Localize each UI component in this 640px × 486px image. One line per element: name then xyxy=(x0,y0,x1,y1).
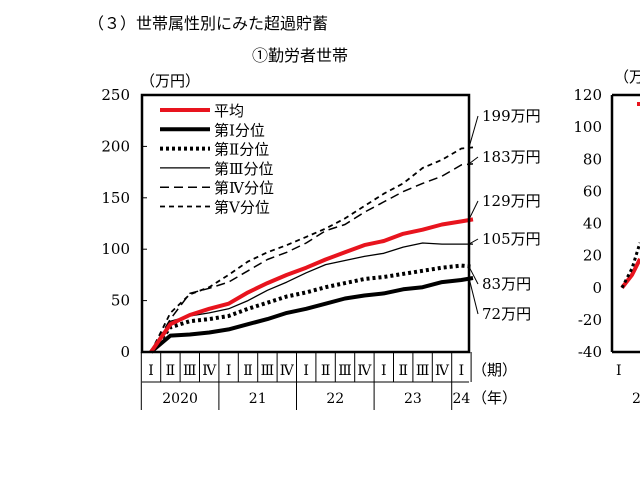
legend-label: 第Ⅰ分位 xyxy=(214,121,265,139)
x-year-label: 21 xyxy=(249,391,267,407)
end-label-leader xyxy=(468,238,479,245)
partial-y-tick-label: 0 xyxy=(592,279,602,297)
x-quarter-label: Ⅳ xyxy=(357,363,372,379)
section-heading: （３）世帯属性別にみた超過貯蓄 xyxy=(88,14,329,33)
partial-y-tick-label: 40 xyxy=(583,215,602,233)
x-year-label: 23 xyxy=(404,391,422,407)
x-year-suffix: （年） xyxy=(472,389,517,407)
y-tick-label: 250 xyxy=(101,86,130,104)
partial-y-tick-label: 20 xyxy=(583,247,602,265)
x-quarter-label: Ⅰ xyxy=(459,363,465,379)
partial-y-tick-label: -20 xyxy=(578,311,602,329)
x-quarter-label: Ⅳ xyxy=(280,363,295,379)
legend-label: 第Ⅳ分位 xyxy=(214,179,274,197)
partial-y-tick-label: 80 xyxy=(583,150,602,168)
series-line-3 xyxy=(150,242,473,353)
end-label: 83万円 xyxy=(482,275,531,293)
x-quarter-label: Ⅰ xyxy=(226,363,232,379)
series-line-1 xyxy=(149,276,474,354)
x-quarter-label: Ⅰ xyxy=(303,363,309,379)
y-unit-label: （万円） xyxy=(140,72,200,90)
legend-label: 第Ⅱ分位 xyxy=(214,141,269,159)
end-label-leader xyxy=(468,115,479,148)
end-value-labels: 129万円 72万円 83万円 105万円 183万円 199万円 xyxy=(468,107,541,323)
end-label-leader xyxy=(468,277,479,315)
legend-label: 第Ⅲ分位 xyxy=(214,160,273,178)
partial-x-year: 2 xyxy=(632,391,640,407)
x-quarter-label: Ⅰ xyxy=(381,363,387,379)
end-label: 129万円 xyxy=(482,192,541,210)
legend-label: 平均 xyxy=(214,102,244,120)
series-line-4 xyxy=(150,163,474,353)
end-label-leader xyxy=(468,266,479,285)
partial-x-quarter: Ⅰ xyxy=(616,363,622,379)
x-quarter-label: Ⅱ xyxy=(321,363,331,379)
chart-subtitle: ①勤労者世帯 xyxy=(252,46,349,65)
x-year-label: 22 xyxy=(326,391,344,407)
x-quarter-label: Ⅱ xyxy=(398,363,408,379)
x-year-label: 2020 xyxy=(162,391,198,407)
series-lines xyxy=(149,146,474,354)
partial-series-dotted xyxy=(620,242,640,289)
end-label: 105万円 xyxy=(482,230,541,248)
y-tick-label: 100 xyxy=(101,240,130,258)
partial-y-tick-label: 100 xyxy=(573,118,602,136)
partial-series-red xyxy=(620,257,640,289)
series-line-2 xyxy=(149,263,474,354)
series-line-5 xyxy=(150,146,474,353)
x-quarter-label: Ⅲ xyxy=(338,363,352,379)
plot-frame xyxy=(140,93,471,354)
x-year-label: 24 xyxy=(452,391,470,407)
y-tick-label: 50 xyxy=(111,292,130,310)
x-quarter-label: Ⅳ xyxy=(202,363,217,379)
end-label: 183万円 xyxy=(482,148,541,166)
legend-label: 第Ⅴ分位 xyxy=(214,199,270,217)
end-label: 199万円 xyxy=(482,107,541,125)
partial-y-tick-label: 120 xyxy=(573,86,602,104)
x-quarter-suffix: （期） xyxy=(472,361,517,379)
y-axis: 0 50 100 150 200 250 xyxy=(101,86,147,361)
end-label-leader xyxy=(468,200,479,220)
x-quarter-label: Ⅱ xyxy=(243,363,253,379)
partial-second-chart: （万 120 100 80 60 40 20 0 -20 -40 Ⅰ2 xyxy=(573,68,640,407)
x-quarter-label: Ⅲ xyxy=(416,363,430,379)
y-tick-label: 0 xyxy=(120,343,130,361)
partial-unit-label: （万 xyxy=(614,68,640,86)
partial-y-tick-label: -40 xyxy=(578,343,602,361)
x-quarter-label: Ⅰ xyxy=(148,363,154,379)
partial-legend-red-swatch xyxy=(637,102,640,106)
x-quarter-label: Ⅳ xyxy=(435,363,450,379)
series-line-0 xyxy=(149,217,474,354)
x-quarter-label: Ⅲ xyxy=(183,363,197,379)
y-tick-label: 150 xyxy=(101,189,130,207)
x-quarter-label: Ⅲ xyxy=(261,363,275,379)
partial-y-tick-label: 60 xyxy=(583,182,602,200)
end-label: 72万円 xyxy=(482,305,531,323)
end-label-leader xyxy=(468,156,479,165)
x-quarter-label: Ⅱ xyxy=(166,363,176,379)
y-tick-label: 200 xyxy=(101,137,130,155)
